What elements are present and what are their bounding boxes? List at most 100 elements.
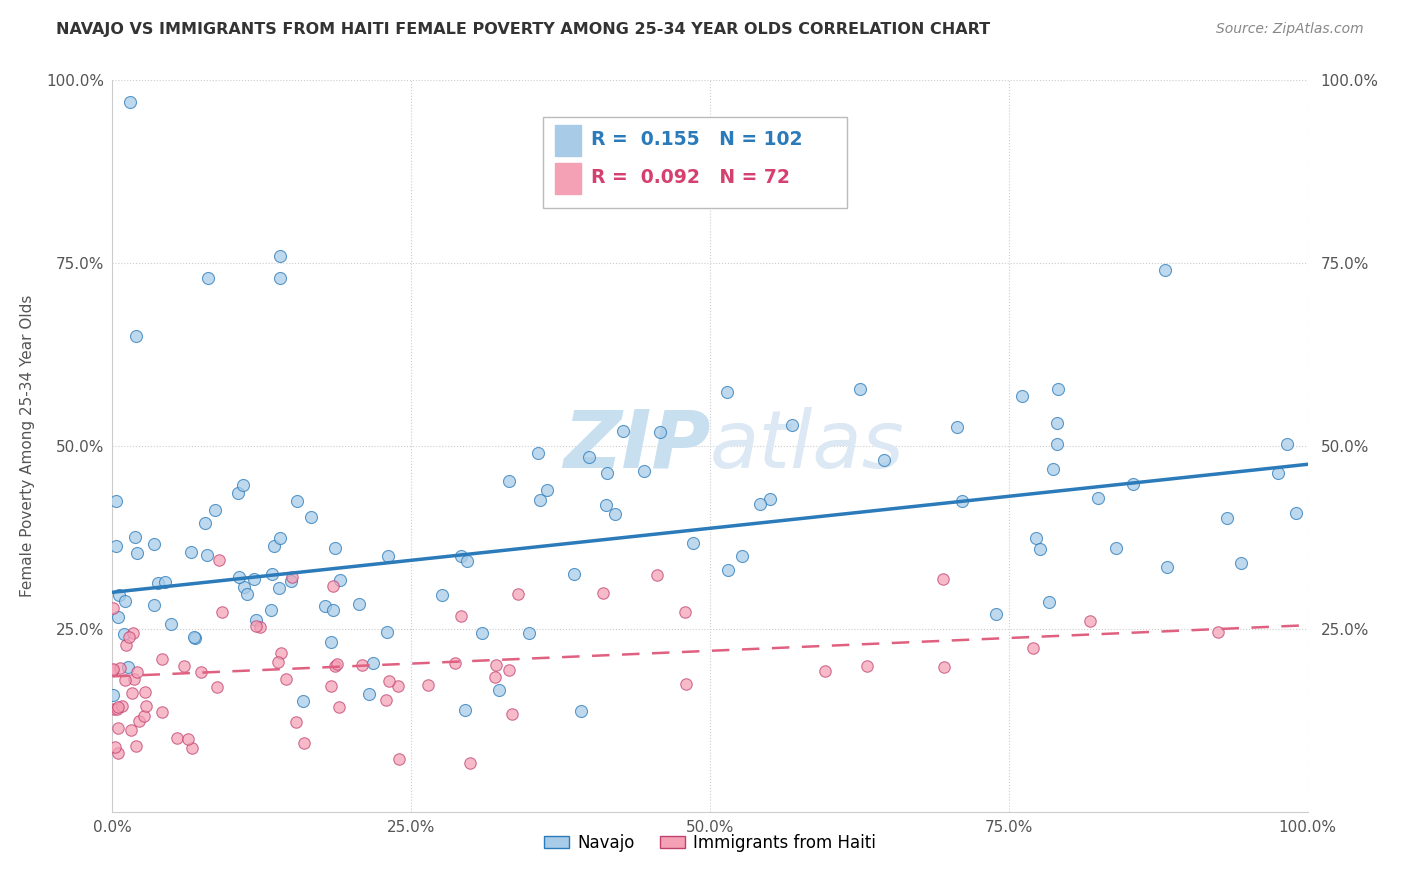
- Point: [1022, 640, 1045, 655]
- Point: [249, 620, 271, 634]
- Point: [228, 570, 250, 584]
- Point: [122, 625, 145, 640]
- Point: [323, 541, 346, 555]
- Point: [195, 548, 218, 562]
- Point: [101, 663, 124, 677]
- Point: [280, 569, 302, 583]
- Point: [456, 554, 478, 568]
- Point: [121, 685, 143, 699]
- Point: [124, 530, 146, 544]
- Point: [322, 579, 344, 593]
- Point: [716, 384, 738, 399]
- Point: [108, 661, 131, 675]
- Point: [484, 670, 506, 684]
- Point: [527, 446, 550, 460]
- Point: [245, 619, 267, 633]
- Point: [226, 486, 249, 500]
- Point: [1267, 466, 1289, 480]
- Point: [536, 483, 558, 497]
- Point: [932, 572, 955, 586]
- Point: [673, 605, 696, 619]
- Point: [932, 660, 955, 674]
- Point: [488, 682, 510, 697]
- Point: [321, 634, 343, 648]
- Point: [325, 657, 347, 671]
- Point: [1105, 541, 1128, 555]
- Point: [319, 680, 342, 694]
- Point: [269, 249, 291, 263]
- Point: [592, 585, 614, 599]
- Point: [329, 573, 352, 587]
- Point: [780, 418, 803, 433]
- Point: [204, 503, 226, 517]
- Point: [458, 756, 481, 770]
- Point: [562, 566, 585, 581]
- Point: [856, 659, 879, 673]
- Point: [132, 709, 155, 723]
- Point: [1046, 416, 1069, 430]
- Point: [388, 752, 411, 766]
- Point: [160, 616, 183, 631]
- Point: [1087, 491, 1109, 505]
- Point: [1275, 437, 1298, 451]
- Point: [276, 673, 298, 687]
- Point: [387, 679, 409, 693]
- Point: [103, 740, 125, 755]
- Point: [454, 703, 477, 717]
- Point: [108, 588, 131, 602]
- Point: [284, 715, 307, 730]
- Point: [183, 630, 205, 644]
- Point: [181, 740, 204, 755]
- Point: [292, 736, 315, 750]
- Point: [361, 656, 384, 670]
- Text: atlas: atlas: [710, 407, 905, 485]
- Point: [105, 702, 128, 716]
- Point: [114, 673, 136, 688]
- Point: [183, 631, 205, 645]
- Point: [211, 605, 233, 619]
- Point: [717, 563, 740, 577]
- Point: [374, 693, 396, 707]
- Point: [103, 702, 125, 716]
- Point: [166, 731, 188, 745]
- Point: [498, 475, 520, 489]
- Bar: [554, 125, 581, 155]
- Point: [314, 599, 336, 614]
- Point: [485, 658, 508, 673]
- Point: [849, 383, 872, 397]
- Point: [1025, 531, 1047, 545]
- Text: Source: ZipAtlas.com: Source: ZipAtlas.com: [1216, 22, 1364, 37]
- Point: [1285, 507, 1308, 521]
- Point: [232, 478, 254, 492]
- Point: [1047, 382, 1070, 396]
- Point: [205, 681, 228, 695]
- Point: [107, 721, 129, 735]
- Point: [260, 602, 283, 616]
- Point: [105, 493, 128, 508]
- Point: [269, 270, 291, 285]
- Point: [120, 723, 142, 738]
- Point: [280, 574, 302, 588]
- Point: [180, 545, 202, 559]
- Point: [605, 508, 627, 522]
- Point: [142, 536, 165, 550]
- Point: [1230, 556, 1253, 570]
- Point: [612, 424, 634, 438]
- Legend: Navajo, Immigrants from Haiti: Navajo, Immigrants from Haiti: [537, 827, 883, 858]
- Point: [430, 588, 453, 602]
- Bar: [554, 163, 581, 194]
- Point: [322, 603, 344, 617]
- Point: [749, 497, 772, 511]
- Point: [101, 601, 124, 615]
- Point: [648, 425, 671, 439]
- Point: [269, 581, 291, 595]
- Point: [155, 575, 177, 590]
- Point: [1206, 624, 1229, 639]
- Point: [946, 419, 969, 434]
- Point: [235, 587, 257, 601]
- Point: [1078, 615, 1101, 629]
- Point: [984, 607, 1007, 621]
- Point: [177, 731, 200, 746]
- Point: [595, 467, 617, 481]
- Point: [328, 700, 350, 714]
